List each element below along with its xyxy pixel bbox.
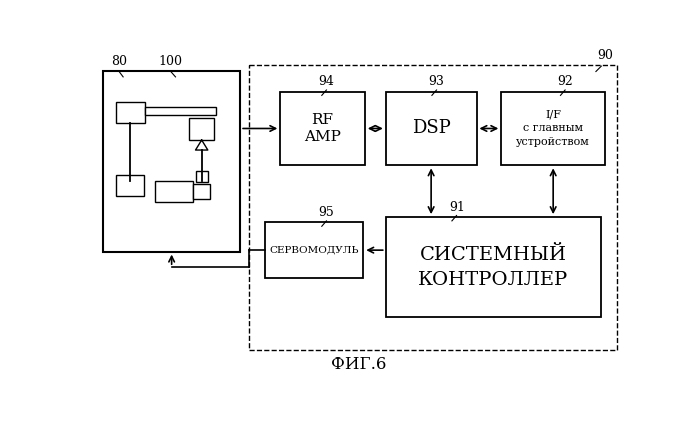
Text: 92: 92	[557, 76, 573, 88]
Bar	[116, 175, 144, 196]
Text: 80: 80	[111, 55, 127, 68]
Text: 95: 95	[318, 206, 335, 219]
Text: DSP: DSP	[412, 120, 451, 137]
Bar	[249, 65, 617, 350]
Bar	[280, 91, 365, 166]
Text: СЕРВОМОДУЛЬ: СЕРВОМОДУЛЬ	[270, 246, 359, 255]
Text: 91: 91	[449, 201, 466, 214]
Text: I/F
с главным
устройством: I/F с главным устройством	[517, 109, 590, 148]
Bar	[265, 222, 363, 278]
Text: RF
AMP: RF AMP	[304, 113, 341, 144]
Bar	[146, 107, 216, 115]
Text: 94: 94	[318, 76, 335, 88]
Bar	[155, 181, 193, 202]
Bar	[386, 91, 477, 166]
Text: 100: 100	[158, 55, 183, 68]
Bar	[103, 71, 240, 252]
Text: 90: 90	[598, 49, 613, 62]
Bar	[193, 184, 210, 199]
Bar	[195, 171, 208, 181]
Bar	[386, 217, 601, 317]
Text: СИСТЕМНЫЙ
КОНТРОЛЛЕР: СИСТЕМНЫЙ КОНТРОЛЛЕР	[419, 245, 568, 289]
Bar	[116, 102, 146, 123]
Text: ФИГ.6: ФИГ.6	[331, 356, 386, 373]
Bar	[189, 118, 214, 140]
Text: 93: 93	[428, 76, 444, 88]
Bar	[501, 91, 605, 166]
